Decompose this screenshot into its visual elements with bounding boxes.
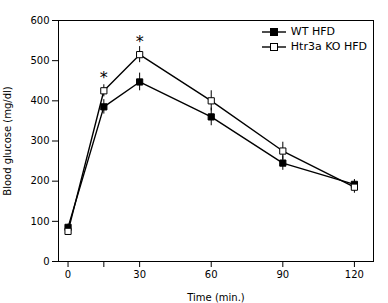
svg-text:0: 0 xyxy=(65,269,71,280)
svg-text:300: 300 xyxy=(30,135,49,146)
html-text:Htr3a KO HFD: Htr3a KO HFD xyxy=(290,40,367,53)
svg-text:500: 500 xyxy=(30,55,49,66)
svg-text:Blood glucose (mg/dl): Blood glucose (mg/dl) xyxy=(2,86,13,196)
svg-text:600: 600 xyxy=(30,15,49,26)
svg-text:120: 120 xyxy=(345,269,364,280)
svg-text:30: 30 xyxy=(133,269,146,280)
svg-text:90: 90 xyxy=(276,269,289,280)
svg-text:*: * xyxy=(100,68,108,87)
html-text:WT HFD: WT HFD xyxy=(290,25,335,38)
svg-text:0: 0 xyxy=(43,256,49,267)
svg-text:*: * xyxy=(136,32,144,51)
svg-text:Time (min.): Time (min.) xyxy=(186,292,245,303)
svg-text:200: 200 xyxy=(30,175,49,186)
svg-text:100: 100 xyxy=(30,216,49,227)
svg-text:400: 400 xyxy=(30,95,49,106)
svg-text:60: 60 xyxy=(205,269,218,280)
